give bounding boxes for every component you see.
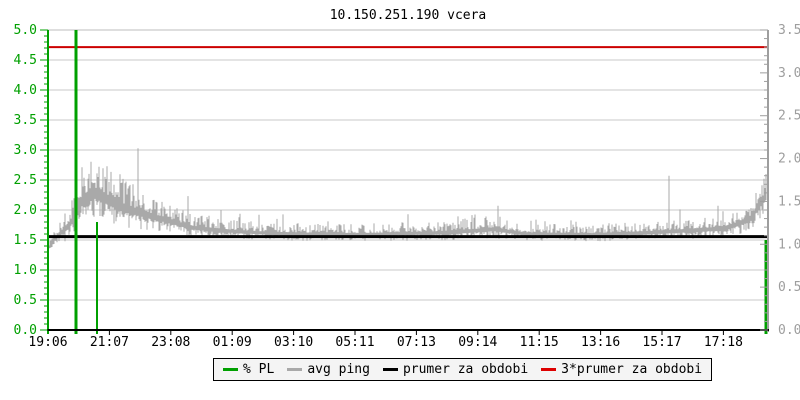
right-axis-label: 1.5 xyxy=(778,194,800,209)
legend: % PL avg ping prumer za obdobi 3*prumer za … xyxy=(213,358,713,381)
left-axis-label: 2.0 xyxy=(14,203,37,218)
legend-item: 3*prumer za obdobi xyxy=(541,362,702,377)
x-axis-label: 21:07 xyxy=(90,335,129,350)
packet-loss-series xyxy=(74,30,768,334)
plot-area: 5.0 4.5 4.0 3.5 3.0 2.5 2.0 1.5 1.0 0.5 0.0 3.5 3.0 2… xyxy=(14,23,800,350)
avg-ping-series xyxy=(48,148,767,249)
left-axis-label: 3.5 xyxy=(14,113,37,128)
right-axis-label: 1.0 xyxy=(778,237,800,252)
legend-swatch xyxy=(287,368,303,371)
left-axis-ticks xyxy=(40,29,48,331)
axes xyxy=(47,30,769,334)
x-axis-labels: 19:06 21:07 23:08 01:09 03:10 05:11 07:13 09:14… xyxy=(28,335,743,350)
left-axis-label: 1.5 xyxy=(14,233,37,248)
left-axis-label: 3.0 xyxy=(14,143,37,158)
legend-swatch xyxy=(223,368,238,371)
right-axis-label: 3.0 xyxy=(778,66,800,81)
legend-item: avg ping xyxy=(287,362,370,377)
legend-swatch xyxy=(541,368,557,371)
left-axis-label: 5.0 xyxy=(14,23,37,38)
x-axis-label: 03:10 xyxy=(274,335,313,350)
right-axis-label: 2.5 xyxy=(778,109,800,124)
x-axis-ticks xyxy=(108,330,724,335)
x-axis-label: 05:11 xyxy=(335,335,374,350)
x-axis-label: 15:17 xyxy=(642,335,681,350)
left-axis-label: 0.0 xyxy=(14,323,37,338)
legend-item: prumer za obdobi xyxy=(382,362,529,377)
left-axis-label: 2.5 xyxy=(14,173,37,188)
chart-title: 10.150.251.190 vcera xyxy=(329,8,487,23)
x-axis-label: 19:06 xyxy=(28,335,67,350)
legend-label: prumer za obdobi xyxy=(402,362,529,377)
x-axis-label: 13:16 xyxy=(581,335,620,350)
gridlines xyxy=(48,29,768,301)
left-axis-label: 4.0 xyxy=(14,83,37,98)
legend-item: % PL xyxy=(223,362,274,377)
x-axis-label: 01:09 xyxy=(213,335,252,350)
right-axis-label: 2.0 xyxy=(778,152,800,167)
left-axis-label: 1.0 xyxy=(14,263,37,278)
legend-swatch xyxy=(382,368,398,371)
right-axis-ticks xyxy=(760,29,768,331)
legend-label: 3*prumer za obdobi xyxy=(561,362,703,377)
x-axis-label: 23:08 xyxy=(151,335,190,350)
right-axis-label: 3.5 xyxy=(778,23,800,38)
x-axis-label: 11:15 xyxy=(520,335,559,350)
legend-label: avg ping xyxy=(307,362,370,377)
left-axis-label: 4.5 xyxy=(14,53,37,68)
right-axis-labels: 3.5 3.0 2.5 2.0 1.5 1.0 0.5 0.0 xyxy=(778,23,800,338)
x-axis-label: 17:18 xyxy=(704,335,743,350)
left-axis-labels: 5.0 4.5 4.0 3.5 3.0 2.5 2.0 1.5 1.0 0.5 0.0 xyxy=(14,23,37,338)
right-axis-label: 0.5 xyxy=(778,280,800,295)
legend-label: % PL xyxy=(243,362,275,377)
x-axis-label: 09:14 xyxy=(458,335,497,350)
right-axis-label: 0.0 xyxy=(778,323,800,338)
left-axis-label: 0.5 xyxy=(14,293,37,308)
x-axis-label: 07:13 xyxy=(397,335,436,350)
